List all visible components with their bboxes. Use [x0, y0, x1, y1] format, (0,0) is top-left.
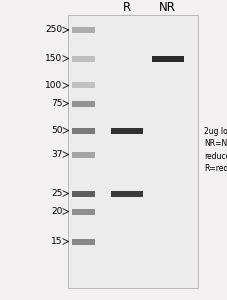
- Text: 50: 50: [51, 126, 62, 135]
- Bar: [72, 190, 94, 196]
- Bar: [72, 128, 94, 134]
- Text: 25: 25: [51, 189, 62, 198]
- Text: 250: 250: [45, 26, 62, 34]
- Text: 100: 100: [45, 81, 62, 90]
- Bar: [72, 208, 94, 214]
- Text: 15: 15: [51, 237, 62, 246]
- Bar: [110, 190, 142, 196]
- Bar: [110, 128, 142, 134]
- Bar: [72, 152, 94, 158]
- Text: 150: 150: [45, 54, 62, 63]
- Text: 75: 75: [51, 99, 62, 108]
- Bar: [151, 56, 183, 62]
- Bar: [72, 100, 94, 106]
- Text: 37: 37: [51, 150, 62, 159]
- Bar: [72, 27, 94, 33]
- Text: NR: NR: [158, 1, 175, 14]
- Bar: [72, 238, 94, 244]
- Bar: [68, 15, 197, 288]
- Text: R: R: [122, 1, 130, 14]
- Text: 2ug loading
NR=Non-
reduced
R=reduced: 2ug loading NR=Non- reduced R=reduced: [203, 127, 227, 173]
- Bar: [72, 56, 94, 62]
- Text: 20: 20: [51, 207, 62, 216]
- Bar: [72, 82, 94, 88]
